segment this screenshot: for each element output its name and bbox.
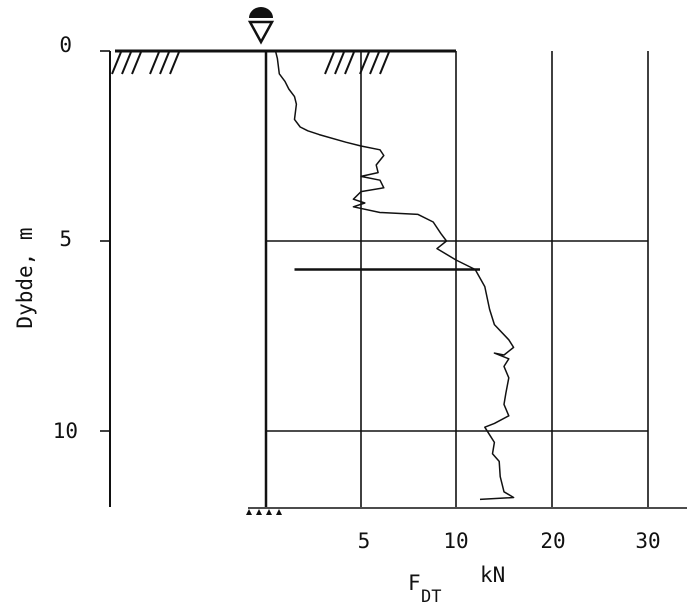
hatch-stroke xyxy=(131,51,142,75)
x-axis-label-main: F xyxy=(408,571,421,595)
hatch-stroke xyxy=(159,51,170,75)
hatch-stroke xyxy=(169,51,180,75)
bottom-end-marker xyxy=(246,509,282,515)
end-marker-triangle xyxy=(246,509,252,515)
hatch-stroke xyxy=(369,51,380,75)
x-axis-label-unit: kN xyxy=(480,563,505,587)
x-tick-label-10: 10 xyxy=(443,529,468,553)
y-tick-label-5: 5 xyxy=(59,227,72,251)
x-axis-label-sub: DT xyxy=(421,587,441,607)
y-ticks xyxy=(100,50,110,432)
x-tick-label-20: 20 xyxy=(540,529,565,553)
y-tick-label-0: 0 xyxy=(59,33,72,57)
hatch-stroke xyxy=(379,51,390,75)
hatch-stroke xyxy=(149,51,160,75)
hatch-stroke xyxy=(324,51,335,75)
end-marker-triangle xyxy=(276,509,282,515)
series-line xyxy=(274,50,515,501)
groundwater-level-icon xyxy=(247,7,275,45)
hatch-stroke xyxy=(111,51,122,75)
end-marker-triangle xyxy=(266,509,272,515)
y-axis-label: Dybde, m xyxy=(13,227,37,328)
chart-frame xyxy=(109,49,687,509)
x-tick-label-5: 5 xyxy=(358,529,371,553)
y-tick-label-10: 10 xyxy=(53,419,78,443)
hatch-stroke xyxy=(334,51,345,75)
end-marker-triangle xyxy=(256,509,262,515)
ground-hatching xyxy=(111,51,390,75)
x-tick-label-30: 30 xyxy=(635,529,660,553)
hatch-stroke xyxy=(121,51,132,75)
hatch-stroke xyxy=(344,51,355,75)
